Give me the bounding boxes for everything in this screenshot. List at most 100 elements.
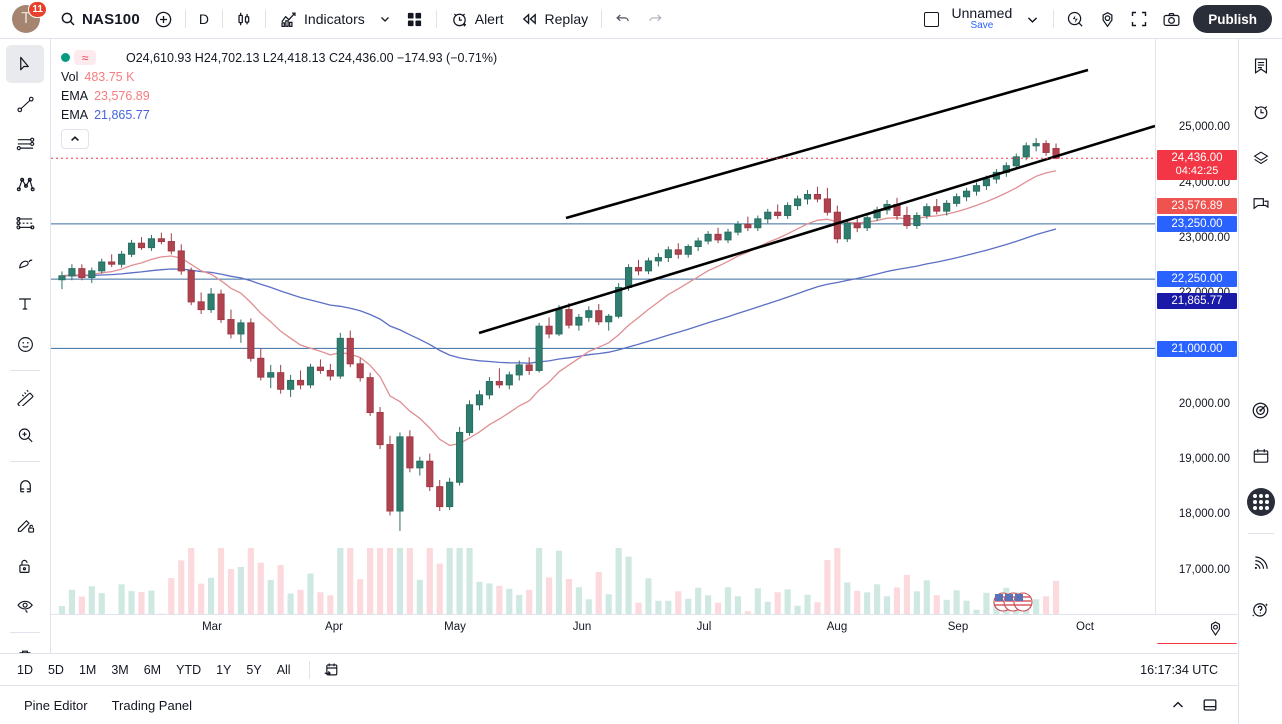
save-label[interactable]: Save [970, 20, 994, 32]
alerts-clock-icon[interactable] [1243, 93, 1279, 131]
divider [1247, 533, 1274, 534]
timeframe-5y[interactable]: 5Y [246, 662, 262, 677]
redo-button[interactable] [639, 4, 671, 34]
timeframe-all[interactable]: All [276, 662, 291, 677]
support-level-tag-21000[interactable]: 21,000.00 [1157, 341, 1237, 357]
data-source-pill: ≈ [74, 50, 96, 65]
tag-value: 22,250.00 [1171, 273, 1223, 285]
price-pane[interactable] [51, 39, 1155, 643]
chevron-up-icon[interactable] [1162, 690, 1194, 720]
alert-button[interactable]: Alert [442, 4, 512, 34]
quick-search-lightning-button[interactable] [1059, 4, 1091, 34]
tag-value: 21,865.77 [1171, 295, 1223, 307]
last-price-tag[interactable]: 24,436.00 04:42:25 [1157, 150, 1237, 180]
symbol-label: NAS100 [82, 10, 140, 28]
replay-button[interactable]: Replay [512, 4, 597, 34]
camera-icon[interactable] [1155, 4, 1187, 34]
user-avatar[interactable]: T 11 [12, 1, 47, 35]
indicators-button[interactable]: Indicators [271, 4, 399, 34]
legend-ema-fast-row[interactable]: EMA 23,576.89 [61, 86, 497, 105]
undo-button[interactable] [607, 4, 639, 34]
time-tick: Jul [696, 621, 712, 633]
layout-templates-button[interactable] [399, 4, 431, 34]
ohlc-values: O24,610.93 H24,702.13 L24,418.13 C24,436… [126, 50, 498, 65]
cursor-tool[interactable] [6, 45, 44, 83]
chart-container[interactable]: 25,000.0024,000.0023,000.0022,000.0021,0… [51, 39, 1238, 685]
add-symbol-button[interactable] [148, 4, 180, 34]
chevron-down-icon[interactable] [379, 13, 391, 25]
layout-select-box[interactable] [916, 4, 948, 34]
broadcast-icon[interactable] [1243, 544, 1279, 582]
ema-slow-label: EMA [61, 107, 89, 122]
chart-legend: ≈ O24,610.93 H24,702.13 L24,418.13 C24,4… [61, 48, 497, 149]
chat-icon[interactable] [1243, 185, 1279, 223]
price-tick: 24,000.00 [1178, 177, 1230, 189]
price-tick: 18,000.00 [1178, 508, 1230, 520]
maximize-panel-icon[interactable] [1194, 690, 1226, 720]
timeframe-3m[interactable]: 3M [111, 662, 129, 677]
timeframe-5d[interactable]: 5D [47, 662, 64, 677]
notification-badge[interactable]: 11 [28, 1, 47, 18]
ema-fast-value: 23,576.89 [94, 88, 150, 103]
timeframe-toolbar: 1D 5D 1M 3M 6M YTD 1Y 5Y All 16:17:34 UTC [0, 653, 1238, 685]
divider [435, 10, 437, 28]
zoom-in-tool[interactable] [6, 416, 44, 454]
hide-drawings-tool[interactable] [6, 587, 44, 625]
brush-tool[interactable] [6, 245, 44, 283]
timeframe-1y[interactable]: 1Y [216, 662, 232, 677]
publish-button[interactable]: Publish [1193, 5, 1272, 33]
layout-name-button[interactable]: Unnamed Save [948, 6, 1017, 31]
tab-trading-panel[interactable]: Trading Panel [111, 697, 193, 713]
legend-symbol-row[interactable]: ≈ O24,610.93 H24,702.13 L24,418.13 C24,4… [61, 48, 497, 67]
fib-retracement-tool[interactable] [6, 205, 44, 243]
data-window-icon[interactable] [1243, 139, 1279, 177]
trend-line-tool[interactable] [6, 85, 44, 123]
legend-ema-slow-row[interactable]: EMA 21,865.77 [61, 105, 497, 124]
interval-label: D [198, 11, 210, 27]
pitchfork-tool[interactable] [6, 165, 44, 203]
gear-icon[interactable] [1091, 4, 1123, 34]
apps-grid-icon[interactable] [1243, 483, 1279, 521]
watchlist-icon[interactable] [1243, 47, 1279, 85]
replay-label: Replay [544, 11, 589, 27]
lock-drawings-tool[interactable] [6, 547, 44, 585]
timescale-settings-icon[interactable] [1207, 620, 1224, 637]
fullscreen-icon[interactable] [1123, 4, 1155, 34]
ema1-price-tag[interactable]: 23,576.89 [1157, 198, 1237, 214]
text-tool[interactable] [6, 285, 44, 323]
chart-clock[interactable]: 16:17:34 UTC [1140, 662, 1218, 677]
emoji-tool[interactable] [6, 325, 44, 363]
goto-date-icon[interactable] [315, 655, 347, 685]
volume-value: 483.75 K [84, 69, 135, 84]
timeframe-ytd[interactable]: YTD [176, 662, 202, 677]
magnet-tool[interactable] [6, 467, 44, 505]
legend-volume-row[interactable]: Vol 483.75 K [61, 67, 497, 86]
ema2-price-tag[interactable]: 21,865.77 [1157, 293, 1237, 309]
legend-collapse-button[interactable] [61, 129, 89, 149]
price-tick: 23,000.00 [1178, 232, 1230, 244]
market-status-dot [61, 53, 70, 62]
measure-tool[interactable] [6, 376, 44, 414]
tab-pine-editor[interactable]: Pine Editor [24, 697, 88, 713]
drawing-toolbar [0, 39, 51, 685]
help-icon[interactable] [1243, 590, 1279, 628]
layout-title: Unnamed [951, 5, 1013, 22]
ideas-icon[interactable] [1243, 391, 1279, 429]
horizontal-lines-tool[interactable] [6, 125, 44, 163]
interval-button[interactable]: D [191, 4, 217, 34]
calendar-icon[interactable] [1243, 437, 1279, 475]
time-tick: Mar [202, 621, 222, 633]
time-tick: May [444, 621, 466, 633]
time-scale[interactable]: Mar Apr May Jun Jul Aug Sep Oct [51, 614, 1238, 643]
tag-value: 21,000.00 [1171, 343, 1223, 355]
timeframe-6m[interactable]: 6M [143, 662, 162, 677]
chart-style-button[interactable] [228, 4, 260, 34]
layout-menu-chevron[interactable] [1016, 4, 1048, 34]
support-level-tag-22250[interactable]: 22,250.00 [1157, 271, 1237, 287]
symbol-search[interactable]: NAS100 [52, 4, 148, 34]
support-level-tag-23250[interactable]: 23,250.00 [1157, 216, 1237, 232]
timeframe-1m[interactable]: 1M [78, 662, 97, 677]
timeframe-1d[interactable]: 1D [17, 662, 33, 677]
price-scale[interactable]: 25,000.0024,000.0023,000.0022,000.0021,0… [1155, 39, 1238, 644]
drawing-mode-tool[interactable] [6, 507, 44, 545]
